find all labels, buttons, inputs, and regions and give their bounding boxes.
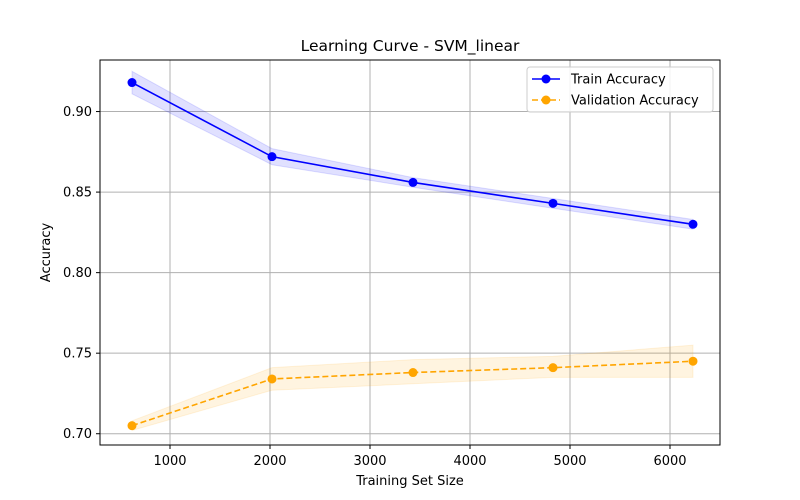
y-tick-label: 0.85 [63,186,92,201]
series-layer [127,78,698,431]
y-axis-label: Accuracy [39,223,54,283]
legend-marker-1 [541,95,551,105]
x-tick-label: 1000 [153,454,186,469]
data-point [267,374,277,384]
y-tick-label: 0.80 [63,266,92,281]
x-tick-label: 6000 [653,454,686,469]
x-tick-label: 5000 [553,454,586,469]
data-point [548,198,558,208]
data-point [267,152,277,162]
x-axis-label: Training Set Size [355,474,464,489]
y-tick-label: 0.75 [63,347,92,362]
chart-title: Learning Curve - SVM_linear [301,37,520,56]
data-point [688,356,698,366]
data-point [408,368,418,378]
legend-label-0: Train Accuracy [570,73,666,88]
data-point [688,219,698,229]
y-tick-label: 0.70 [63,427,92,442]
data-point [408,177,418,187]
data-point [127,421,137,431]
x-tick-label: 4000 [453,454,486,469]
legend: Train Accuracy Validation Accuracy [526,66,714,113]
x-tick-label: 3000 [353,454,386,469]
x-tick-label: 2000 [253,454,286,469]
legend-marker-0 [541,74,551,84]
data-point [127,78,137,88]
data-point [548,363,558,373]
plot-area-frame [99,59,721,446]
legend-box [526,66,714,113]
tick-layer: 1000 2000 3000 4000 5000 6000 0.70 0.75 0.80 0.85… [63,105,687,469]
confidence-band-0 [131,70,694,230]
y-tick-label: 0.90 [63,105,92,120]
legend-label-1: Validation Accuracy [571,94,699,109]
